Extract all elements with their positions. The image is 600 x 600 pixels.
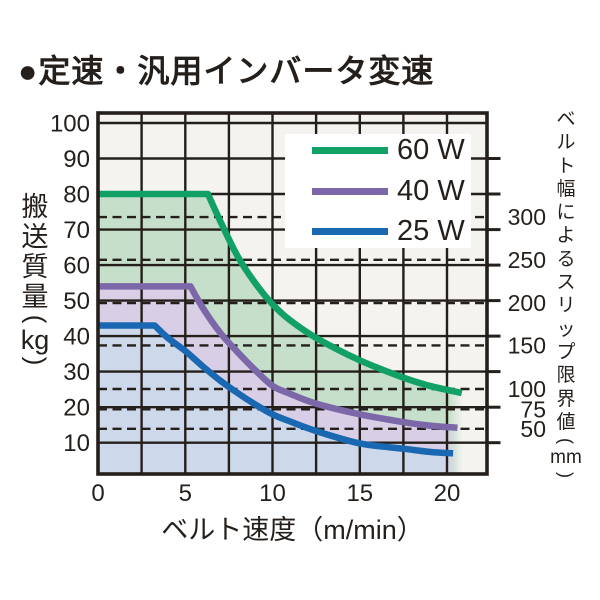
right-axis-value-label: 250 <box>508 247 546 273</box>
legend-item-60w: 60 W <box>285 136 471 165</box>
y-axis-tick-label: 60 <box>63 253 90 280</box>
legend-swatch-25w <box>312 228 388 235</box>
y-axis-tick-label: 90 <box>63 146 90 173</box>
legend-item-40w: 40 W <box>285 174 471 207</box>
y-axis-tick-label: 80 <box>63 182 90 209</box>
chart-title: ●定速・汎用インバータ変速 <box>18 53 435 89</box>
right-axis-value-label: 50 <box>520 416 546 442</box>
plot-border <box>96 111 489 476</box>
right-axis-value-label: 300 <box>508 204 546 230</box>
y-axis-tick-label: 100 <box>50 111 90 138</box>
series-area-25W <box>98 325 454 474</box>
x-axis-tick-label: 5 <box>179 480 192 507</box>
right-axis-value-label: 100 <box>508 376 546 402</box>
series-line-60W <box>98 190 463 397</box>
y-axis-tick-label: 40 <box>63 324 90 351</box>
x-axis-label: ベルト速度（m/min） <box>161 515 424 545</box>
right-axis-value-label: 200 <box>508 290 546 316</box>
y-axis-label-left: 搬送質量(kg) <box>20 192 50 366</box>
y-axis-tick-label: 50 <box>63 288 90 315</box>
legend-label-25w: 25 W <box>397 215 465 247</box>
x-axis-tick-label: 10 <box>259 480 286 507</box>
series-line-40W <box>98 283 458 432</box>
y-axis-tick-label: 20 <box>63 395 90 422</box>
y-axis-tick-label: 70 <box>63 217 90 244</box>
right-axis-value-label: 75 <box>520 396 546 422</box>
right-axis-value-label: 150 <box>508 332 546 358</box>
legend-label-40w: 40 W <box>397 174 465 207</box>
legend: 60 W 40 W 25 W <box>285 134 471 248</box>
y-axis-tick-label: 10 <box>63 430 90 457</box>
right-axis-ticks <box>487 157 501 445</box>
x-axis-tick-label: 15 <box>346 480 373 507</box>
y-axis-tick-label: 30 <box>63 359 90 386</box>
x-axis-tick-label: 0 <box>91 480 104 507</box>
series-line-25W <box>98 322 454 457</box>
legend-swatch-40w <box>312 187 388 195</box>
legend-label-60w: 60 W <box>397 134 465 166</box>
legend-item-25w: 25 W <box>285 217 471 246</box>
legend-swatch-60w <box>312 147 388 154</box>
y-axis-label-right: ベルト幅によるスリップ限界値(mm) <box>550 109 582 479</box>
x-axis-tick-label: 20 <box>434 480 461 507</box>
dashed-slip-limit-lines <box>98 215 487 430</box>
